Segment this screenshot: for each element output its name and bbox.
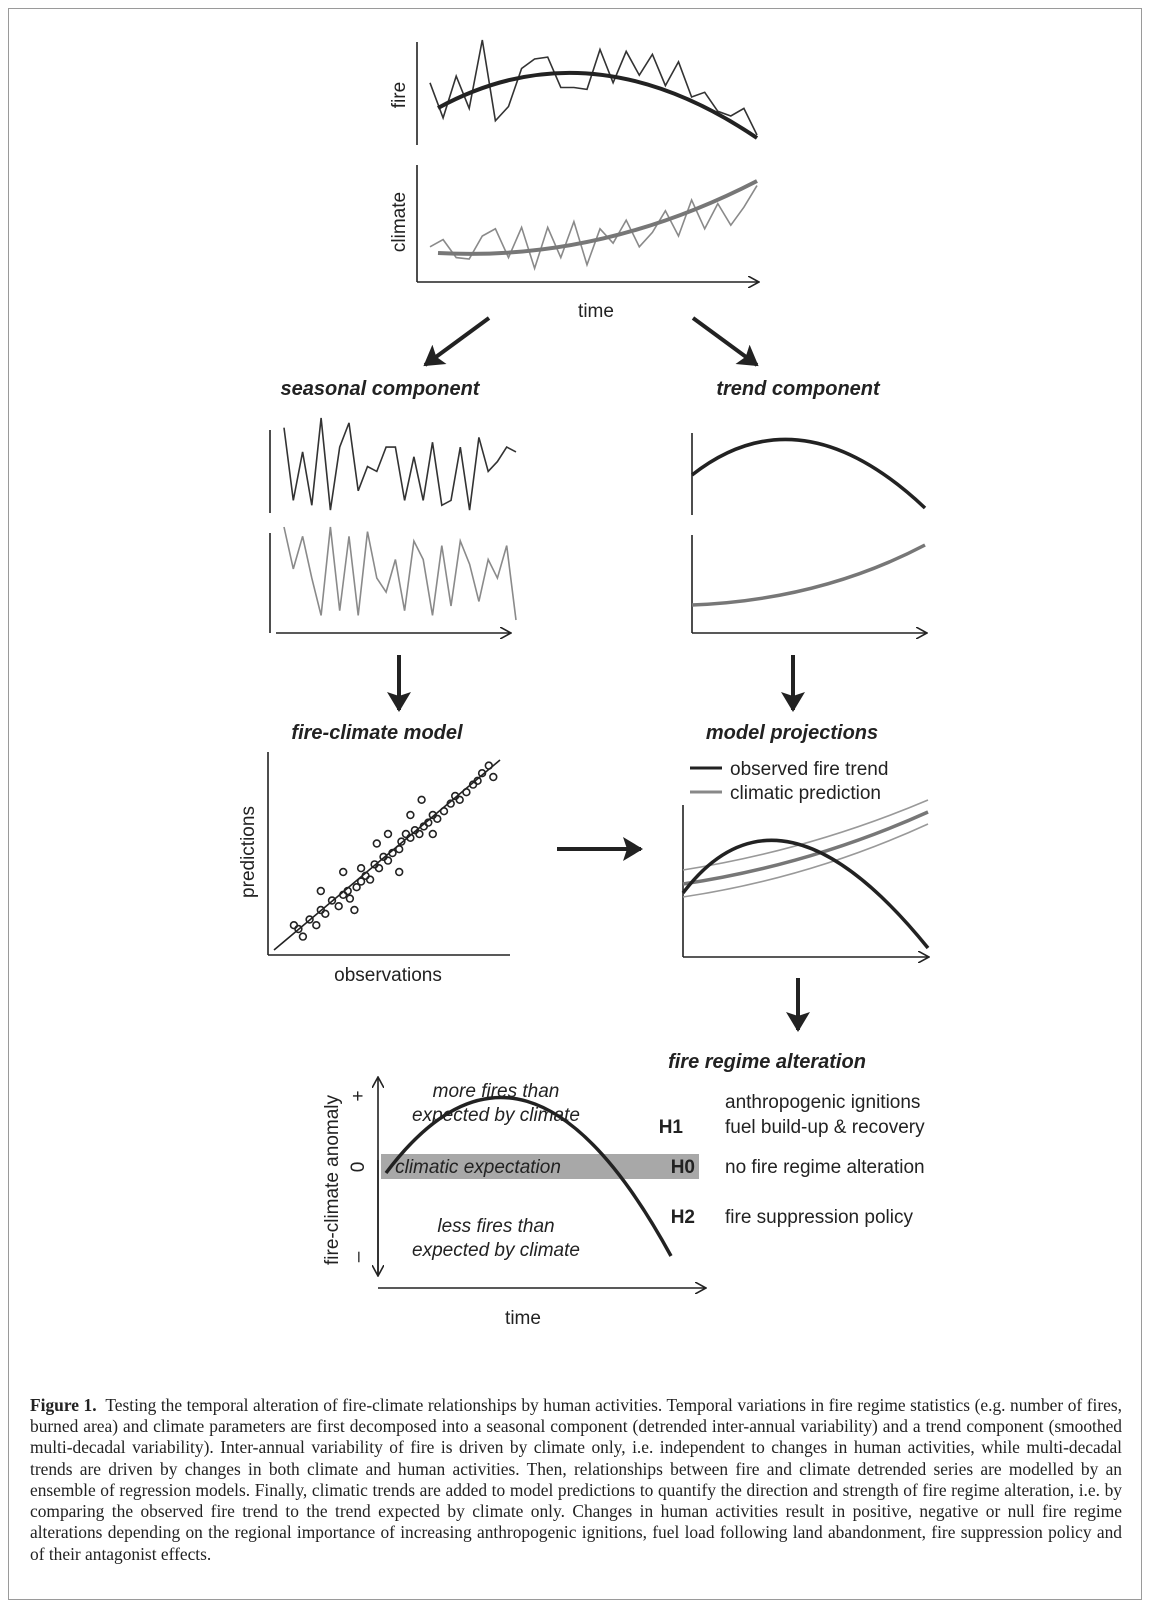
scatter-point: [365, 875, 375, 884]
scatter-point: [356, 877, 366, 886]
caption-text: Testing the temporal alteration of fire-…: [30, 1395, 1122, 1564]
caption-label: Figure 1.: [30, 1395, 97, 1415]
h2-code: H2: [671, 1207, 695, 1228]
scatter-point: [383, 856, 393, 865]
model-projections-title: model projections: [706, 722, 878, 744]
scatter-point: [401, 829, 411, 839]
anomaly-xlabel: time: [505, 1308, 541, 1329]
anomaly-plus: +: [348, 1090, 369, 1101]
seasonal-panel: seasonal component: [269, 378, 517, 633]
top-panel: fire climate time: [389, 39, 759, 322]
scatter-point: [289, 920, 299, 930]
trend-fire-curve: [690, 437, 927, 510]
scatter-point: [316, 886, 325, 896]
scatter-point: [352, 882, 361, 892]
figure-frame: [8, 8, 1142, 1600]
less-fires-line1: less fires than: [437, 1216, 554, 1237]
top-fire-series-line: [429, 39, 758, 136]
legend-climatic-label: climatic prediction: [730, 783, 881, 804]
top-climate-label: climate: [389, 192, 410, 252]
fire-climate-model-title: fire-climate model: [291, 722, 463, 744]
h1-line2: fuel build-up & recovery: [725, 1117, 925, 1138]
figure-diagram: fire climate time seasonal component tre…: [238, 39, 1152, 1329]
scatter-point: [321, 909, 330, 918]
model-xlabel: observations: [334, 965, 442, 986]
scatter-point: [343, 886, 352, 896]
model-projections-panel: model projections observed fire trend cl…: [681, 722, 930, 957]
scatter-point: [484, 761, 493, 770]
less-fires-line2: expected by climate: [412, 1240, 580, 1261]
scatter-point: [424, 818, 433, 827]
projection-observed-curve: [681, 838, 930, 950]
scatter-point: [439, 806, 449, 816]
trend-panel: trend component: [690, 378, 927, 633]
model-scatter-points: [289, 761, 498, 941]
h2-line1: fire suppression policy: [725, 1207, 913, 1228]
projection-upper-bound: [682, 799, 929, 871]
projection-lower-bound: [682, 823, 929, 898]
seasonal-fire-series-line: [283, 417, 517, 511]
scatter-point: [312, 920, 321, 930]
h1-code: H1: [659, 1117, 684, 1138]
scatter-point: [477, 768, 487, 778]
figure-caption: Figure 1. Testing the temporal alteratio…: [30, 1395, 1122, 1565]
scatter-point: [428, 829, 437, 839]
scatter-point: [433, 814, 442, 823]
scatter-point: [417, 795, 426, 804]
top-fire-trend-curve: [437, 70, 759, 140]
arrow-to-trend: [691, 316, 759, 367]
top-fire-label: fire: [389, 82, 410, 108]
scatter-point: [345, 894, 355, 903]
scatter-point: [406, 833, 415, 842]
anomaly-minus: –: [348, 1251, 369, 1262]
h0-code: H0: [671, 1157, 695, 1178]
scatter-point: [374, 863, 384, 873]
seasonal-climate-series-line: [283, 526, 517, 621]
trend-climate-curve: [691, 543, 926, 607]
anomaly-ylabel: fire-climate anomaly: [322, 1095, 343, 1265]
scatter-point: [372, 839, 381, 848]
anomaly-curve: [384, 1095, 673, 1257]
scatter-point: [388, 848, 397, 858]
scatter-point: [473, 776, 482, 785]
scatter-point: [334, 901, 343, 911]
climatic-expectation-label: climatic expectation: [395, 1157, 561, 1178]
top-climate-series-line: [429, 185, 758, 272]
scatter-point: [489, 772, 498, 782]
scatter-point: [395, 844, 404, 854]
projection-climatic-curve: [682, 810, 929, 886]
scatter-point: [406, 810, 415, 820]
fire-regime-title: fire regime alteration: [668, 1051, 866, 1073]
legend-observed-label: observed fire trend: [730, 759, 888, 780]
scatter-point: [339, 867, 348, 877]
arrow-to-seasonal: [423, 316, 491, 367]
scatter-point: [298, 932, 308, 941]
scatter-point: [305, 915, 314, 924]
scatter-point: [327, 896, 337, 905]
model-ylabel: predictions: [238, 806, 259, 898]
scatter-point: [395, 867, 404, 877]
top-climate-trend-curve: [437, 179, 758, 256]
fire-regime-panel: fire regime alteration fire-climate anom…: [322, 1051, 925, 1329]
more-fires-line2: expected by climate: [412, 1105, 580, 1126]
h1-line1: anthropogenic ignitions: [725, 1092, 920, 1113]
trend-title: trend component: [716, 378, 881, 400]
scatter-point: [383, 829, 393, 839]
fire-climate-model-panel: fire-climate model predictions observati…: [238, 722, 510, 986]
more-fires-line1: more fires than: [433, 1081, 560, 1102]
h0-line1: no fire regime alteration: [725, 1157, 925, 1178]
scatter-point: [455, 795, 464, 804]
scatter-point: [397, 837, 406, 846]
scatter-point: [462, 787, 471, 797]
top-time-label: time: [578, 301, 614, 322]
scatter-point: [446, 799, 455, 808]
anomaly-zero: 0: [348, 1162, 369, 1173]
scatter-point: [350, 905, 359, 915]
scatter-point: [415, 829, 424, 839]
scatter-point: [356, 863, 366, 873]
climatic-expectation-band: [381, 1154, 699, 1179]
seasonal-title: seasonal component: [281, 378, 481, 400]
